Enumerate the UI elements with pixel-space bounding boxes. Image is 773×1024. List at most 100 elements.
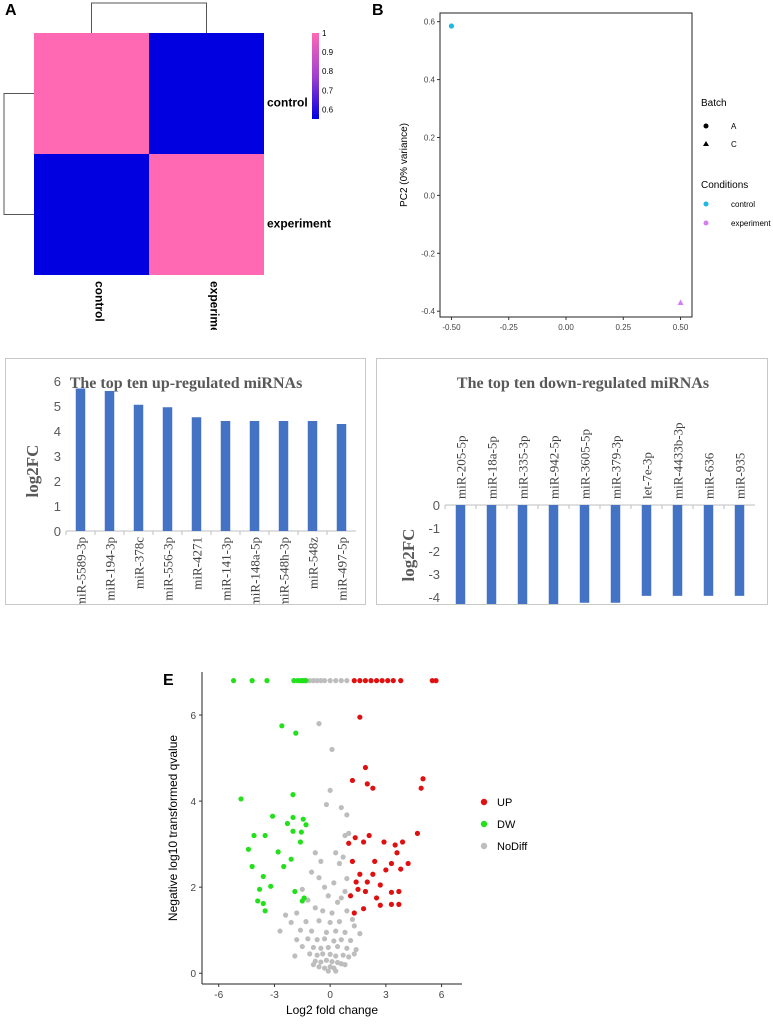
bar	[75, 388, 86, 531]
bar-y-tick-label: -1	[428, 521, 440, 536]
volcano-point-up	[366, 832, 372, 839]
volcano-point-up	[399, 839, 406, 845]
volcano-point-nodiff	[323, 929, 330, 935]
volcano-point-nodiff	[323, 801, 330, 808]
pca-point	[448, 23, 455, 29]
volcano-point-dw	[279, 723, 285, 729]
heatmap-cell	[34, 154, 149, 275]
volcano-point-up	[414, 830, 421, 836]
volcano-point-nodiff	[308, 928, 315, 934]
volcano-point-nodiff	[357, 931, 363, 937]
volcano-point-nodiff	[318, 945, 324, 951]
volcano-point-nodiff	[282, 912, 289, 918]
volcano-point-nodiff	[351, 951, 357, 957]
volcano-point-dw	[297, 839, 304, 845]
volcano-point-up	[351, 910, 357, 916]
volcano-point-up	[398, 866, 404, 872]
volcano-point-nodiff	[314, 937, 320, 943]
volcano-point-up	[429, 678, 435, 684]
pca-legend-cond-marker	[703, 220, 709, 226]
volcano-point-nodiff	[325, 944, 331, 951]
pca-x-tick-label: 0.50	[673, 323, 689, 330]
bar	[641, 505, 652, 596]
volcano-y-tick-label: 4	[190, 797, 196, 808]
bar	[703, 505, 714, 596]
volcano-x-tick-label: 0	[327, 990, 333, 1001]
volcano-point-nodiff	[316, 721, 322, 727]
volcano-point-up	[383, 867, 389, 873]
volcano-point-nodiff	[344, 812, 350, 818]
bar-y-tick-label: 5	[54, 399, 61, 414]
pca-legend-batch-label: A	[731, 122, 737, 131]
pca-legend-batch-marker	[703, 141, 709, 146]
volcano-point-up	[362, 764, 369, 771]
volcano-point-nodiff	[338, 895, 344, 901]
pca-y-tick-label: 0.4	[424, 76, 436, 85]
volcano-point-nodiff	[342, 888, 348, 895]
volcano-point-nodiff	[312, 905, 318, 911]
bar-category-label: miR-141-3p	[219, 537, 234, 601]
volcano-y-axis-label: Negative log10 transformed qvalue	[166, 735, 180, 921]
volcano-point-dw	[290, 792, 296, 798]
bar-category-label: miR-497-5p	[335, 537, 350, 601]
bar-category-label: miR-335-3p	[516, 435, 531, 499]
volcano-point-up	[372, 858, 378, 864]
volcano-point-up	[362, 888, 369, 895]
volcano-point-nodiff	[334, 943, 341, 950]
heatmap-cell	[149, 154, 264, 275]
volcano-point-up	[364, 879, 370, 885]
volcano-point-nodiff	[342, 929, 348, 935]
volcano-point-nodiff	[321, 965, 328, 971]
volcano-point-dw	[268, 883, 274, 889]
pca-legend-cond-label: experiment	[731, 219, 771, 228]
pca-legend-batch-label: C	[731, 140, 737, 149]
volcano-point-nodiff	[321, 678, 328, 684]
volcano-point-nodiff	[316, 964, 322, 970]
volcano-point-up	[368, 678, 374, 684]
down-regulated-panel: The top ten down-regulated miRNAs 0 -1 -2 -3…	[376, 358, 768, 651]
volcano-point-nodiff	[323, 957, 330, 963]
volcano-point-nodiff	[318, 959, 324, 965]
bar-chart-title: The top ten up-regulated miRNAs	[70, 375, 303, 392]
volcano-point-nodiff	[342, 962, 348, 968]
volcano-point-nodiff	[325, 968, 331, 974]
volcano-point-nodiff	[308, 869, 315, 875]
volcano-point-up	[388, 889, 395, 895]
colorbar	[312, 33, 319, 119]
bar-category-label: miR-379-3p	[609, 435, 624, 499]
volcano-point-dw	[275, 849, 281, 855]
volcano-point-up	[370, 871, 376, 877]
volcano-point-nodiff	[331, 938, 337, 944]
volcano-point-dw	[230, 678, 237, 684]
volcano-point-up	[360, 839, 367, 845]
pca-point	[677, 299, 684, 306]
volcano-point-dw	[249, 863, 255, 870]
volcano-x-tick-label: 3	[383, 990, 389, 1001]
bar-category-label: let-7e-3p	[640, 452, 655, 499]
volcano-point-up	[349, 777, 356, 784]
up-regulated-chart: The top ten up-regulated miRNAs 0 1 2 3 4 5 6 mi…	[23, 374, 356, 607]
volcano-point-nodiff	[288, 919, 294, 926]
bar-category-label: miR-556-3p	[161, 537, 176, 601]
volcano-y-tick-label: 6	[190, 711, 196, 722]
pca-x-tick-label: -0.25	[500, 323, 519, 330]
down-group: The top ten down-regulated miRNAs 0 -1 -2 -3…	[399, 375, 755, 651]
volcano-point-up	[381, 839, 387, 845]
bar	[548, 505, 559, 606]
volcano-point-dw	[262, 832, 268, 839]
bar-category-label: miR-194-3p	[103, 537, 118, 601]
volcano-point-up	[396, 888, 402, 895]
volcano-point-nodiff	[305, 936, 311, 942]
bar-category-label: miR-148a-5p	[248, 537, 263, 604]
volcano-point-nodiff	[316, 875, 322, 881]
heatmap-chart: control experiment control experiment 1 0.9 0.…	[3, 2, 334, 330]
volcano-point-nodiff	[310, 962, 317, 968]
bar-category-label: miR-942-5p	[547, 435, 562, 499]
volcano-point-nodiff	[342, 832, 348, 839]
volcano-point-dw	[298, 829, 304, 835]
volcano-legend-label: NoDiff	[497, 841, 528, 853]
bar-category-label: miR-5589-3p	[74, 537, 89, 604]
volcano-point-dw	[249, 678, 255, 684]
bar-category-label: miR-205-5p	[454, 435, 469, 499]
volcano-point-dw	[292, 888, 298, 895]
